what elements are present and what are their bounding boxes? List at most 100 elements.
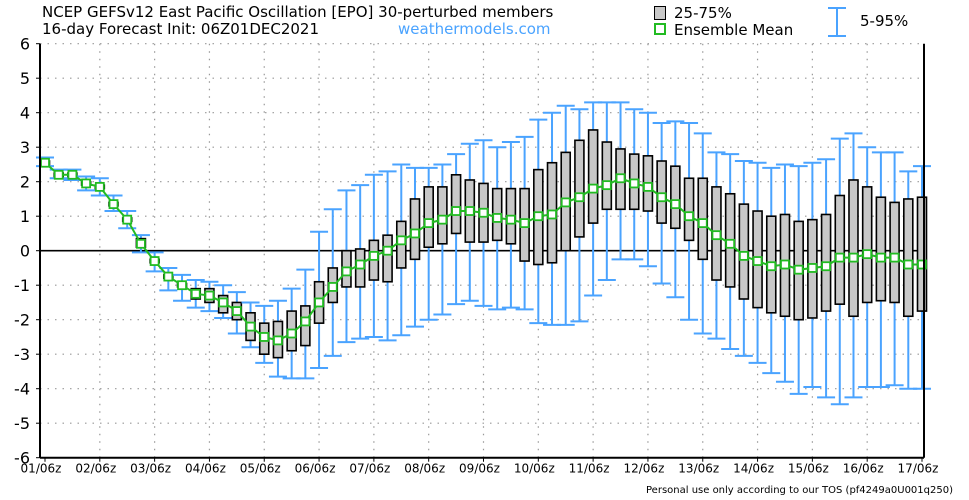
ensemble-mean-marker [410, 228, 420, 239]
ensemble-mean-marker [231, 306, 242, 316]
ensemble-mean-marker [341, 266, 352, 277]
ensemble-mean-marker [218, 297, 229, 308]
legend-whisker-swatch [828, 7, 846, 37]
x-tick-label: 05/06z [240, 462, 281, 476]
x-tick-label: 12/06z [623, 462, 664, 476]
iqr-box [861, 186, 873, 304]
ensemble-mean-marker [629, 178, 640, 189]
ensemble-mean-marker [136, 238, 146, 249]
iqr-box [875, 196, 887, 302]
ensemble-mean-marker [81, 178, 92, 189]
iqr-box [382, 234, 393, 283]
x-tick-label: 15/06z [788, 462, 829, 476]
ensemble-mean-marker [656, 192, 667, 203]
ensemble-step-64 [913, 165, 931, 390]
ensemble-mean-marker [368, 250, 379, 261]
ensemble-mean-marker [94, 181, 105, 192]
ensemble-mean-marker [314, 297, 324, 308]
x-tick-label: 13/06z [678, 462, 719, 476]
y-tick-label: 0 [20, 242, 30, 261]
iqr-box [916, 196, 928, 312]
ensemble-mean-marker [889, 252, 900, 263]
legend-box-item: 25-75% [654, 4, 732, 22]
ensemble-mean-marker [725, 238, 736, 249]
y-tick-label: -5 [14, 414, 30, 433]
iqr-box [889, 201, 900, 304]
ensemble-mean-marker [382, 245, 393, 256]
ensemble-mean-marker [766, 261, 777, 272]
ensemble-mean-marker [697, 218, 708, 229]
ensemble-step-31 [460, 142, 479, 302]
iqr-box [683, 177, 695, 242]
ensemble-mean-marker [108, 199, 119, 210]
y-tick-label: -4 [14, 380, 30, 399]
ensemble-mean-marker [423, 218, 434, 229]
ensemble-mean-marker [492, 213, 503, 223]
ensemble-step-34 [501, 141, 520, 309]
ensemble-mean-marker [588, 183, 599, 194]
ensemble-mean-marker [355, 259, 366, 270]
ensemble-mean-marker [519, 218, 530, 229]
ensemble-mean-marker [875, 252, 886, 263]
ensemble-mean-marker [601, 180, 612, 191]
ensemble-step-55 [789, 165, 808, 395]
legend-box-swatch [654, 6, 666, 20]
ensemble-mean-marker [451, 206, 461, 216]
x-tick-label: 02/06z [75, 462, 116, 476]
ensemble-step-28 [419, 166, 438, 321]
ensemble-step-25 [378, 170, 397, 342]
ensemble-mean-marker [684, 211, 694, 222]
ensemble-mean-marker [273, 335, 283, 346]
ensemble-mean-marker [464, 206, 475, 216]
ensemble-step-58 [830, 137, 849, 406]
ensemble-mean-marker [149, 256, 160, 266]
ensemble-mean-marker [574, 192, 585, 203]
footer-note: Personal use only according to our TOS (… [646, 485, 953, 496]
iqr-box [656, 160, 667, 224]
iqr-box [902, 198, 914, 318]
iqr-box [848, 179, 859, 318]
iqr-box [601, 141, 613, 211]
ensemble-step-56 [803, 161, 822, 388]
ensemble-mean-marker [560, 197, 571, 208]
ensemble-mean-marker [711, 230, 722, 241]
ensemble-mean-marker [67, 169, 78, 180]
ensemble-step-48 [693, 132, 712, 335]
ensemble-step-60 [858, 146, 877, 388]
x-tick-label: 01/06z [21, 462, 62, 476]
iqr-box [423, 186, 434, 249]
ensemble-mean-marker [190, 288, 201, 299]
ensemble-mean-marker [834, 252, 845, 263]
x-tick-label: 03/06z [130, 462, 171, 476]
ensemble-step-57 [817, 158, 836, 399]
y-tick-label: -2 [14, 311, 30, 330]
y-tick-label: 1 [20, 207, 30, 226]
ensemble-mean-marker [917, 259, 927, 270]
ensemble-mean-marker [793, 264, 804, 275]
ensemble-mean-marker [396, 235, 407, 246]
ensemble-step-32 [474, 139, 493, 307]
ensemble-mean-marker [40, 157, 50, 168]
ensemble-step-30 [447, 153, 466, 306]
ensemble-mean-marker [204, 290, 215, 301]
x-tick-label: 11/06z [569, 462, 610, 476]
y-tick-label: 5 [20, 69, 30, 88]
ensemble-step-38 [556, 104, 575, 326]
ensemble-mean-marker [300, 316, 311, 327]
y-tick-label: -3 [14, 345, 30, 364]
iqr-box [574, 139, 585, 238]
x-tick-label: 04/06z [185, 462, 226, 476]
ensemble-mean-marker [437, 214, 448, 225]
ensemble-mean-marker [615, 173, 626, 184]
x-tick-label: 09/06z [459, 462, 500, 476]
ensemble-mean-marker [177, 280, 187, 291]
ensemble-step-27 [405, 166, 424, 328]
ensemble-mean-marker [807, 263, 818, 273]
legend-mean-swatch [654, 23, 666, 35]
ensemble-mean-marker [53, 169, 64, 180]
iqr-box [450, 174, 462, 235]
ensemble-step-59 [844, 132, 863, 399]
iqr-box [834, 194, 846, 305]
